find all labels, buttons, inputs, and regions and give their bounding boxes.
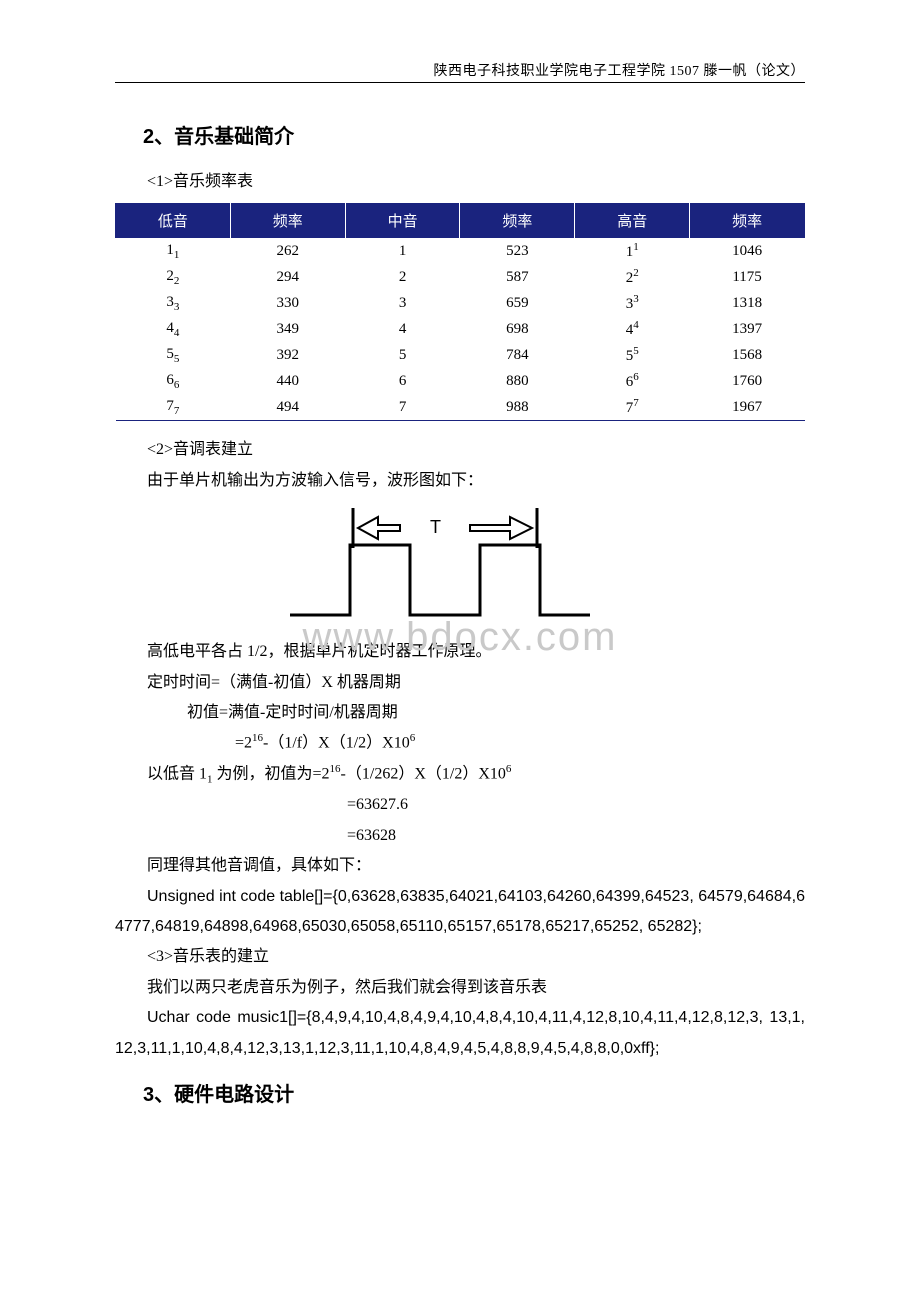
table-cell: 11	[575, 238, 690, 265]
table-cell: 7	[345, 394, 460, 421]
table-cell: 66	[116, 368, 231, 394]
table-cell: 1967	[690, 394, 805, 421]
table-cell: 1397	[690, 316, 805, 342]
table-cell: 33	[575, 290, 690, 316]
table-cell: 392	[230, 342, 345, 368]
table-cell: 659	[460, 290, 575, 316]
table-cell: 1568	[690, 342, 805, 368]
sub-heading-3: <3>音乐表的建立	[115, 942, 805, 972]
table-cell: 587	[460, 264, 575, 290]
table-cell: 44	[575, 316, 690, 342]
table-cell: 11	[116, 238, 231, 265]
table-row: 333303659331318	[116, 290, 805, 316]
table-cell: 4	[345, 316, 460, 342]
table-cell: 330	[230, 290, 345, 316]
waveform-diagram: T	[280, 500, 640, 635]
th-mid: 中音	[345, 204, 460, 238]
period-label: T	[430, 517, 441, 537]
frequency-table: 低音 频率 中音 频率 高音 频率 1126215231110462229425…	[115, 203, 805, 421]
square-wave-path	[290, 545, 590, 615]
table-cell: 880	[460, 368, 575, 394]
formula-timer: 定时时间=（满值-初值）X 机器周期	[115, 668, 805, 698]
th-low: 低音	[116, 204, 231, 238]
table-cell: 1318	[690, 290, 805, 316]
wave-intro: 由于单片机输出为方波输入信号，波形图如下：	[115, 466, 805, 496]
formula-init1: 初值=满值-定时时间/机器周期	[115, 698, 805, 728]
formula-init2: =216-（1/f）X（1/2）X106	[115, 728, 805, 759]
table-row: 664406880661760	[116, 368, 805, 394]
table-cell: 698	[460, 316, 575, 342]
calc-2: =63628	[115, 821, 805, 851]
example-line: 以低音 11 为例，初值为=216-（1/262）X（1/2）X106	[115, 759, 805, 790]
sub-heading-2: <2>音调表建立	[115, 435, 805, 465]
calc-1: =63627.6	[115, 790, 805, 820]
table-cell: 440	[230, 368, 345, 394]
table-cell: 77	[116, 394, 231, 421]
table-cell: 784	[460, 342, 575, 368]
table-row: 112621523111046	[116, 238, 805, 265]
th-mf: 频率	[460, 204, 575, 238]
same-way: 同理得其他音调值，具体如下：	[115, 851, 805, 881]
table-cell: 1760	[690, 368, 805, 394]
sub-heading-1: <1>音乐频率表	[115, 167, 805, 197]
table-cell: 5	[345, 342, 460, 368]
tone-table-code: Unsigned int code table[]={0,63628,63835…	[115, 882, 805, 943]
arrow-left-icon	[358, 517, 400, 539]
table-row: 774947988771967	[116, 394, 805, 421]
page-header: 陕西电子科技职业学院电子工程学院 1507 滕一帆（论文）	[434, 60, 806, 80]
table-cell: 1046	[690, 238, 805, 265]
table-cell: 66	[575, 368, 690, 394]
music-intro: 我们以两只老虎音乐为例子，然后我们就会得到该音乐表	[115, 973, 805, 1003]
th-hi: 高音	[575, 204, 690, 238]
table-cell: 55	[575, 342, 690, 368]
duty-text: 高低电平各占 1/2，根据单片机定时器工作原理。	[115, 637, 805, 667]
music-table-code: Uchar code music1[]={8,4,9,4,10,4,8,4,9,…	[115, 1003, 805, 1064]
section-2-title: 2、音乐基础简介	[143, 120, 805, 149]
table-cell: 262	[230, 238, 345, 265]
table-cell: 33	[116, 290, 231, 316]
arrow-right-icon	[470, 517, 532, 539]
table-cell: 77	[575, 394, 690, 421]
table-cell: 44	[116, 316, 231, 342]
table-cell: 1	[345, 238, 460, 265]
table-cell: 1175	[690, 264, 805, 290]
table-cell: 988	[460, 394, 575, 421]
table-row: 222942587221175	[116, 264, 805, 290]
section-3-title: 3、硬件电路设计	[143, 1078, 805, 1107]
header-rule	[115, 82, 805, 83]
table-cell: 523	[460, 238, 575, 265]
table-cell: 2	[345, 264, 460, 290]
table-cell: 6	[345, 368, 460, 394]
table-cell: 22	[575, 264, 690, 290]
table-row: 553925784551568	[116, 342, 805, 368]
table-cell: 349	[230, 316, 345, 342]
th-lf: 频率	[230, 204, 345, 238]
table-cell: 294	[230, 264, 345, 290]
table-row: 443494698441397	[116, 316, 805, 342]
table-cell: 55	[116, 342, 231, 368]
table-cell: 22	[116, 264, 231, 290]
table-cell: 3	[345, 290, 460, 316]
table-cell: 494	[230, 394, 345, 421]
th-hf: 频率	[690, 204, 805, 238]
